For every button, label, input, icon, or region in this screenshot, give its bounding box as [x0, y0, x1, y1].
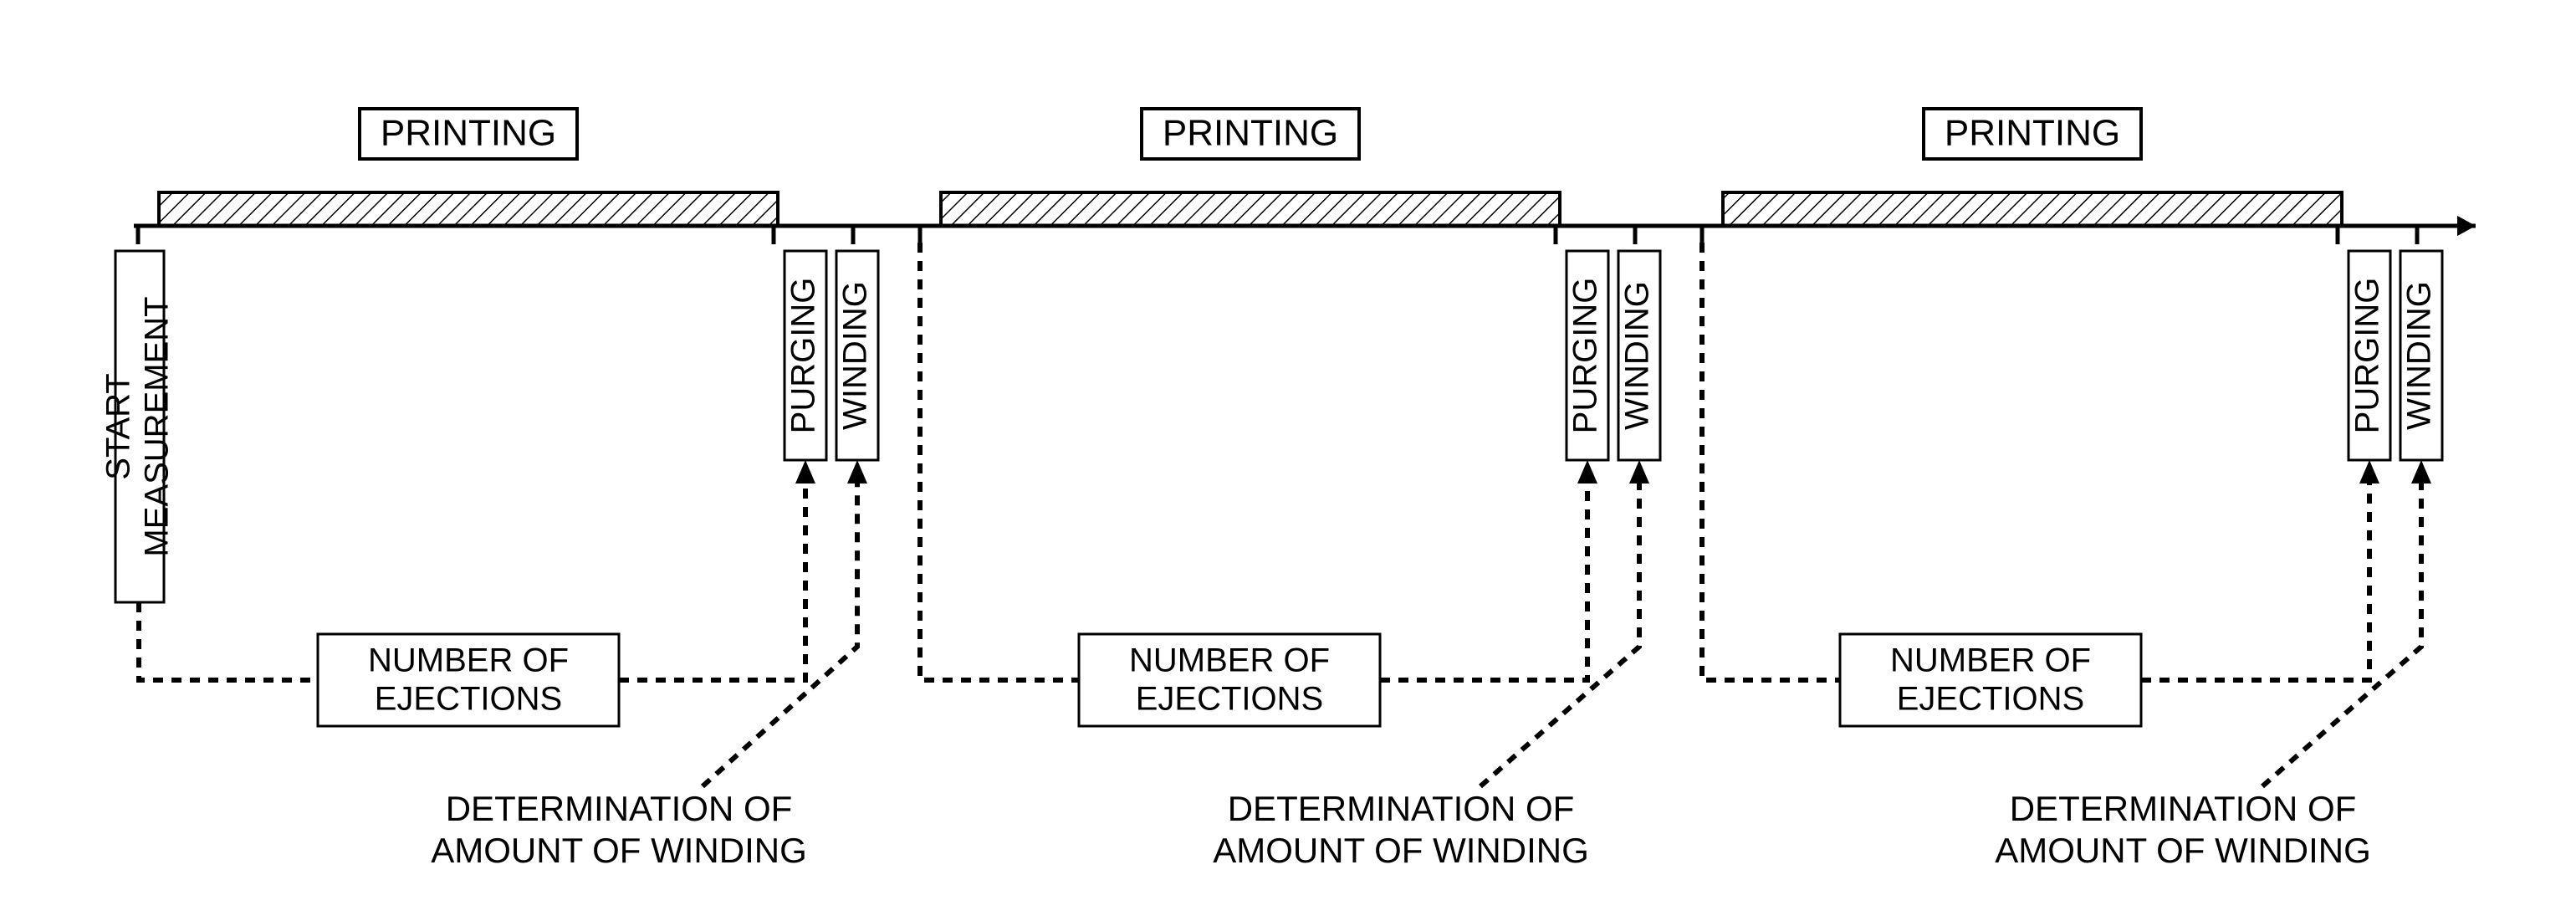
flow-arrowhead: [2359, 460, 2379, 484]
ejections-text-1-1: NUMBER OF: [368, 642, 569, 679]
flow-1-start-to-ejections: [139, 602, 318, 680]
determination-text-1-2: AMOUNT OF WINDING: [431, 831, 807, 870]
flow-1-determination-to-winding: [703, 484, 857, 786]
printing-label-text-1: PRINTING: [381, 113, 556, 154]
purging-1-label: PURGING: [785, 278, 822, 434]
flow-arrowhead: [1577, 460, 1597, 484]
winding-2-label: WINDING: [1619, 281, 1656, 430]
printing-bar-3: [1723, 192, 2342, 226]
flow-arrowhead: [795, 460, 815, 484]
timeline-arrowhead: [2457, 216, 2476, 236]
printing-bar-1: [159, 192, 778, 226]
flow-arrowhead: [2411, 460, 2431, 484]
determination-text-2-1: DETERMINATION OF: [1228, 789, 1575, 828]
flow-3-start-to-ejections: [1702, 243, 1840, 680]
determination-text-3-1: DETERMINATION OF: [2010, 789, 2357, 828]
determination-text-1-1: DETERMINATION OF: [446, 789, 793, 828]
ejections-text-1-2: EJECTIONS: [375, 681, 562, 718]
flow-2-ejections-to-purging: [1380, 484, 1587, 680]
printing-bar-2: [941, 192, 1560, 226]
svg-text:MEASUREMENT: MEASUREMENT: [139, 296, 176, 556]
flow-2-determination-to-winding: [1480, 484, 1639, 786]
winding-1-label: WINDING: [837, 281, 874, 430]
ejections-text-3-1: NUMBER OF: [1890, 642, 2091, 679]
printing-label-text-2: PRINTING: [1163, 113, 1338, 154]
diagram-canvas: PRINTING PRINTING PRINTING STARTMEASUREMENT…: [0, 0, 2576, 921]
winding-3-label: WINDING: [2401, 281, 2438, 430]
svg-text:START: START: [100, 373, 137, 479]
ejections-text-3-2: EJECTIONS: [1897, 681, 2084, 718]
flow-arrowhead: [1629, 460, 1649, 484]
flow-3-determination-to-winding: [2262, 484, 2421, 786]
flow-3-ejections-to-purging: [2141, 484, 2369, 680]
purging-3-label: PURGING: [2349, 278, 2386, 434]
ejections-text-2-2: EJECTIONS: [1136, 681, 1323, 718]
flow-1-ejections-to-purging: [619, 484, 805, 680]
determination-text-2-2: AMOUNT OF WINDING: [1213, 831, 1589, 870]
determination-text-3-2: AMOUNT OF WINDING: [1995, 831, 2371, 870]
purging-2-label: PURGING: [1567, 278, 1604, 434]
ejections-text-2-1: NUMBER OF: [1129, 642, 1330, 679]
flow-arrowhead: [847, 460, 867, 484]
flow-2-start-to-ejections: [920, 243, 1079, 680]
printing-label-text-3: PRINTING: [1945, 113, 2120, 154]
